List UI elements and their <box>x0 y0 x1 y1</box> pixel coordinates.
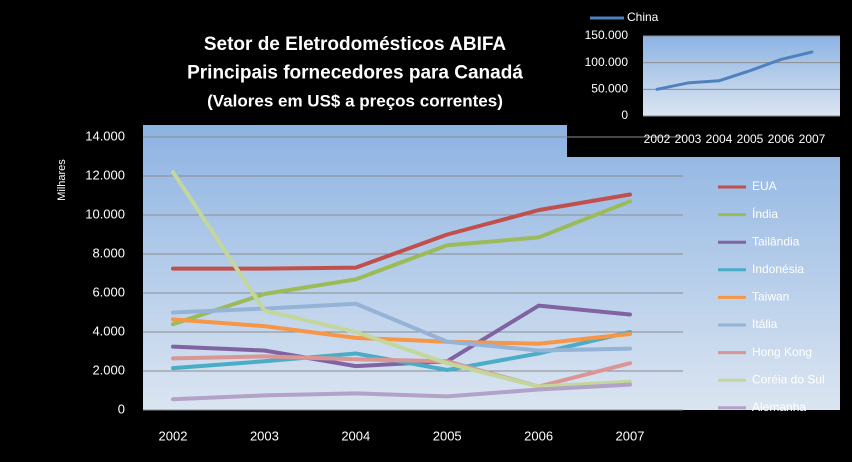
x-tick-label: 2002 <box>159 428 188 443</box>
y-tick-label: 2.000 <box>92 362 125 377</box>
x-tick-label: 2004 <box>706 132 733 146</box>
chart-title: Principais fornecedores para Canadá <box>187 63 523 84</box>
legend-label: Hong Kong <box>752 345 812 359</box>
y-tick-label: 14.000 <box>85 128 125 143</box>
series-line <box>655 50 814 91</box>
series-line <box>171 170 632 389</box>
x-tick-label: 2003 <box>675 132 702 146</box>
series-line <box>171 199 632 327</box>
x-tick-label: 2005 <box>433 428 462 443</box>
y-tick-label: 4.000 <box>92 323 125 338</box>
chart-title: (Valores em US$ a preços correntes) <box>207 91 503 110</box>
legend-label: Alemanha <box>752 400 806 414</box>
x-tick-label: 2003 <box>250 428 279 443</box>
x-tick-label: 2004 <box>341 428 370 443</box>
series-line <box>171 354 632 389</box>
y-tick-label: 6.000 <box>92 284 125 299</box>
x-tick-label: 2007 <box>616 428 645 443</box>
x-tick-label: 2002 <box>644 132 671 146</box>
inset-plot-area <box>643 36 840 116</box>
y-tick-label: 150.000 <box>585 28 629 42</box>
y-tick-label: 50.000 <box>591 82 628 96</box>
x-tick-label: 2006 <box>524 428 553 443</box>
legend-label: Índia <box>752 206 778 221</box>
y-tick-label: 10.000 <box>85 206 125 221</box>
legend-label: China <box>627 10 659 24</box>
y-tick-label: 8.000 <box>92 245 125 260</box>
series-line <box>171 382 632 402</box>
series-line <box>171 301 632 353</box>
y-axis-label: Milhares <box>56 159 68 201</box>
title-box <box>143 0 567 125</box>
series-line <box>171 317 632 346</box>
legend-label: Taiwan <box>752 290 789 304</box>
legend-label: Tailândia <box>752 234 800 248</box>
y-tick-label: 0 <box>118 401 125 416</box>
legend-label: EUA <box>752 179 777 193</box>
x-tick-label: 2006 <box>768 132 795 146</box>
chart-title: Setor de Eletrodomésticos ABIFA <box>204 34 507 55</box>
x-tick-label: 2007 <box>799 132 826 146</box>
y-tick-label: 12.000 <box>85 167 125 182</box>
legend-label: Itália <box>752 317 778 331</box>
y-tick-label: 0 <box>621 108 628 122</box>
legend-label: Coréia do Sul <box>752 372 825 386</box>
y-tick-label: 100.000 <box>585 55 629 69</box>
series-line <box>171 192 632 271</box>
legend-label: Indonésia <box>752 262 804 276</box>
x-tick-label: 2005 <box>737 132 764 146</box>
